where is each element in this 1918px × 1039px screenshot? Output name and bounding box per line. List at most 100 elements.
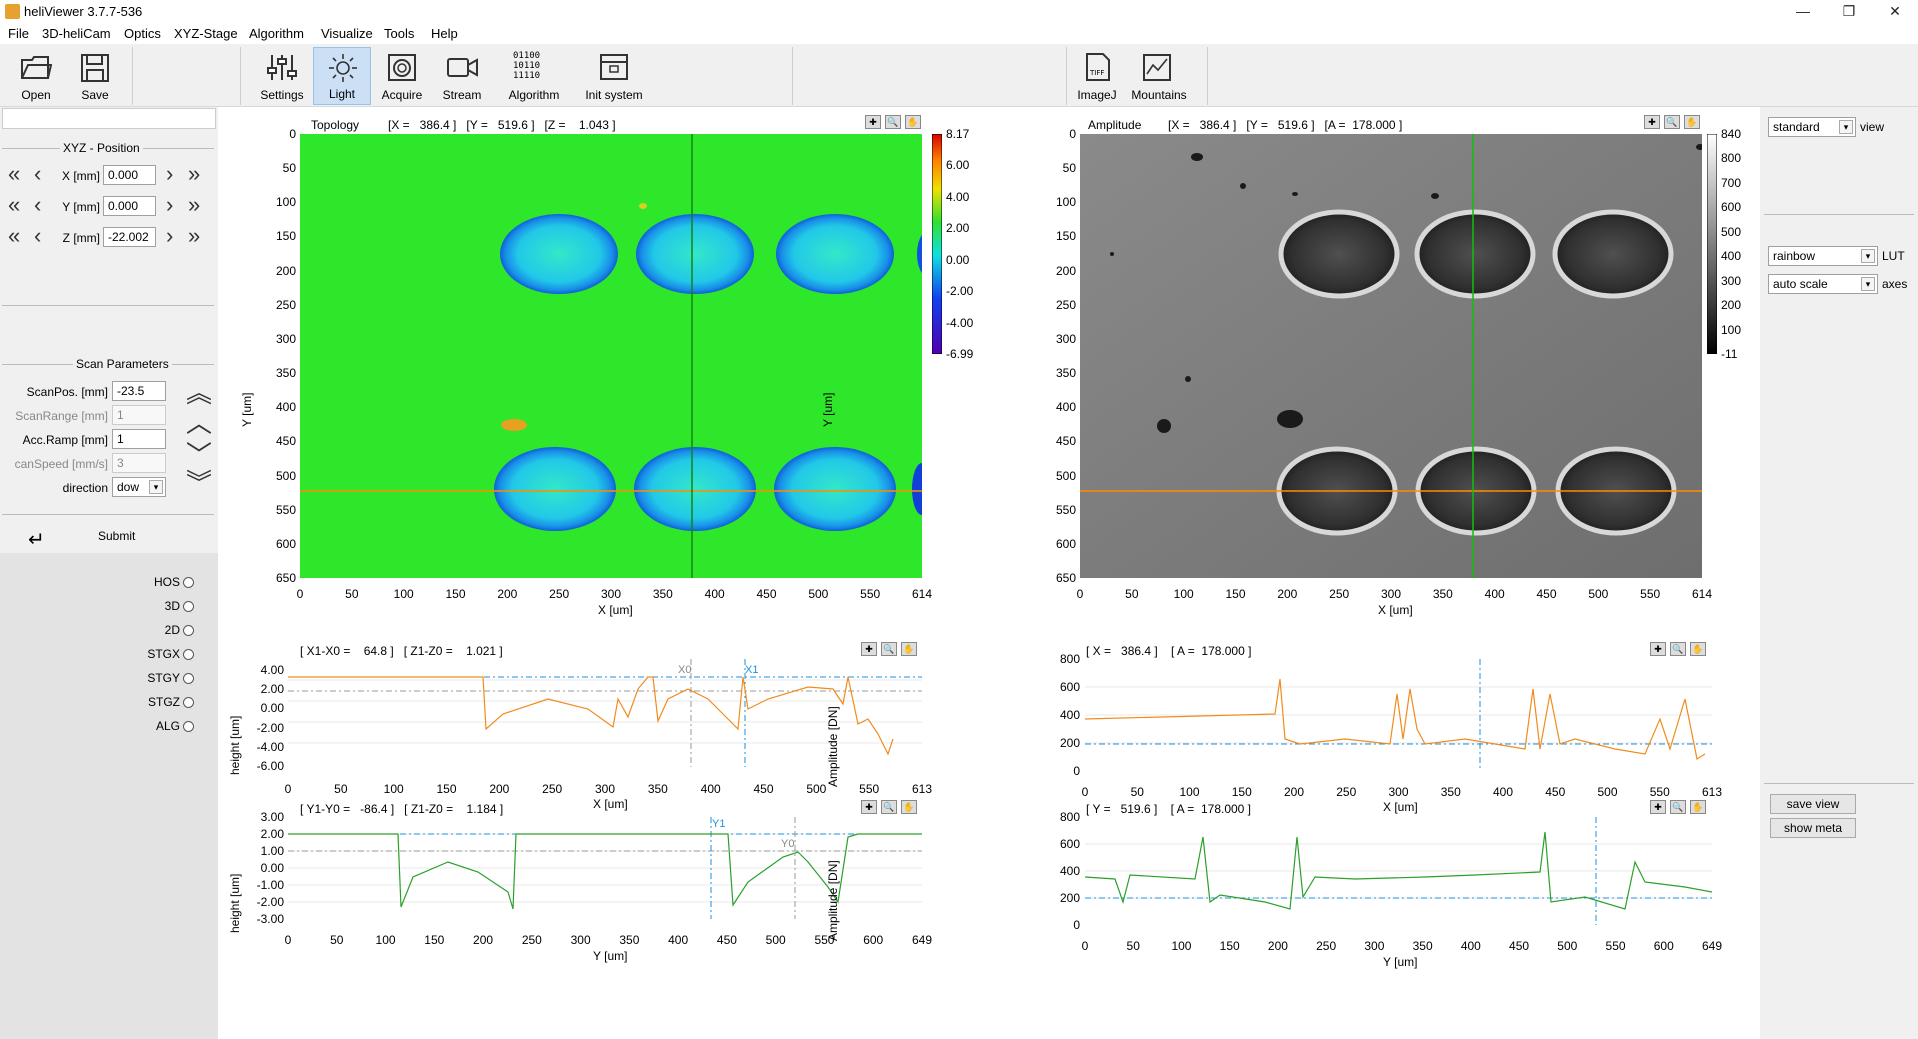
y-tick-label: -6.00 [256, 759, 284, 773]
accramp-input[interactable]: 1 [112, 429, 166, 449]
colorbar-label: 700 [1721, 175, 1742, 190]
zoom-tool-icon[interactable]: 🔍 [1670, 642, 1686, 656]
menu-file[interactable]: File [8, 26, 29, 41]
mode-stgz[interactable]: STGZ [120, 695, 194, 709]
topology-map[interactable] [300, 134, 922, 578]
scan-fast-up[interactable]: ︽ [186, 378, 213, 408]
zoom-tool-icon[interactable]: 🔍 [885, 115, 901, 129]
x-tick-label: 150 [424, 933, 445, 947]
menu-algorithm[interactable]: Algorithm [249, 26, 304, 41]
cursor-tool-icon[interactable]: ✚ [1650, 642, 1666, 656]
cursor-tool-icon[interactable]: ✚ [861, 800, 877, 814]
restore-button[interactable]: ❐ [1842, 3, 1856, 19]
lut-select[interactable]: rainbow ▾ [1768, 246, 1878, 266]
profile-y-chart[interactable]: Y1 Y0 [288, 817, 922, 919]
mode-3d[interactable]: 3D [120, 599, 194, 613]
cursor-tool-icon[interactable]: ✚ [861, 642, 877, 656]
y-tick-label: 650 [275, 571, 296, 585]
direction-select[interactable]: dow ▾ [112, 477, 166, 497]
pan-tool-icon[interactable]: ✋ [1684, 115, 1700, 129]
y-tick-label: 1.00 [260, 844, 284, 858]
axes-select[interactable]: auto scale ▾ [1768, 274, 1878, 294]
mode-alg[interactable]: ALG [120, 719, 194, 733]
open-button[interactable]: Open [7, 47, 65, 105]
minimize-button[interactable]: — [1796, 3, 1810, 19]
sliders-icon [267, 55, 297, 80]
x-tick-label: 0 [284, 782, 292, 796]
y-step-right[interactable]: › [166, 192, 174, 217]
pan-tool-icon[interactable]: ✋ [1690, 642, 1706, 656]
z-fast-left[interactable]: « [8, 223, 21, 248]
menu-tools[interactable]: Tools [384, 26, 415, 41]
scan-step-up[interactable]: ︿ [186, 408, 213, 438]
pan-tool-icon[interactable]: ✋ [1690, 800, 1706, 814]
amp-x-chart[interactable] [1085, 659, 1712, 771]
mode-2d[interactable]: 2D [120, 623, 194, 637]
y-tick-label: 300 [1055, 331, 1076, 346]
y-position-input[interactable]: 0.000 [103, 196, 156, 216]
cursor-tool-icon[interactable]: ✚ [1644, 115, 1660, 129]
menu-visualize[interactable]: Visualize [321, 26, 373, 41]
mode-stgy[interactable]: STGY [120, 671, 194, 685]
save-view-button[interactable]: save view [1770, 794, 1856, 814]
close-button[interactable]: ✕ [1889, 3, 1901, 19]
profile-x-chart[interactable]: X0 X1 [288, 659, 922, 767]
zoom-tool-icon[interactable]: 🔍 [881, 642, 897, 656]
z-step-left[interactable]: ‹ [34, 223, 42, 248]
x-fast-right[interactable]: » [188, 161, 201, 186]
pan-tool-icon[interactable]: ✋ [901, 642, 917, 656]
scanpos-input[interactable]: -23.5 [112, 381, 166, 401]
light-button[interactable]: Light [313, 47, 371, 105]
x-step-right[interactable]: › [166, 161, 174, 186]
z-step-right[interactable]: › [166, 223, 174, 248]
pan-tool-icon[interactable]: ✋ [901, 800, 917, 814]
z-position-input[interactable]: -22.002 [103, 227, 156, 247]
stream-button[interactable]: Stream [433, 47, 491, 105]
amplitude-image[interactable] [1080, 134, 1702, 578]
y-step-left[interactable]: ‹ [34, 192, 42, 217]
amp-y-chart[interactable] [1085, 817, 1712, 925]
save-button[interactable]: Save [66, 47, 124, 105]
y-tick-label: 300 [275, 331, 296, 346]
algorithm-button[interactable]: 01100 10110 11110 Algorithm [508, 51, 560, 102]
cursor-tool-icon[interactable]: ✚ [1650, 800, 1666, 814]
y-axis-label: Amplitude [DN] [826, 860, 840, 941]
acquire-button[interactable]: Acquire [373, 47, 431, 105]
zoom-tool-icon[interactable]: 🔍 [1670, 800, 1686, 814]
x-tick-label: 100 [375, 933, 396, 947]
app-icon [5, 4, 20, 19]
init-system-button[interactable]: Init system [581, 47, 647, 105]
main-area: Topology [X = 386.4 ] [Y = 519.6 ] [Z = … [218, 107, 1760, 1039]
scan-step-down[interactable]: ﹀ [186, 440, 213, 470]
pan-tool-icon[interactable]: ✋ [905, 115, 921, 129]
imagej-button[interactable]: TIFF ImageJ [1068, 47, 1126, 105]
y-fast-left[interactable]: « [8, 192, 21, 217]
cursor-tool-icon[interactable]: ✚ [865, 115, 881, 129]
settings-button[interactable]: Settings [253, 47, 311, 105]
x-position-input[interactable]: 0.000 [103, 165, 156, 185]
colorbar-label: 840 [1721, 127, 1742, 141]
x-tick-label: 0 [1081, 939, 1089, 953]
view-select[interactable]: standard ▾ [1768, 117, 1856, 137]
menu-help[interactable]: Help [431, 26, 458, 41]
x-tick-label: 250 [1316, 939, 1337, 953]
mode-hos[interactable]: HOS [120, 575, 194, 589]
lut-label: LUT [1882, 249, 1905, 263]
x-tick-label: 50 [1126, 939, 1140, 953]
mode-stgx[interactable]: STGX [120, 647, 194, 661]
submit-button[interactable]: Submit [98, 529, 136, 543]
colorbar-label: 6.00 [946, 158, 970, 173]
y-tick-label: 0 [289, 127, 296, 141]
x-step-left[interactable]: ‹ [34, 161, 42, 186]
show-meta-button[interactable]: show meta [1770, 818, 1856, 838]
y-fast-right[interactable]: » [188, 192, 201, 217]
z-fast-right[interactable]: » [188, 223, 201, 248]
x-fast-left[interactable]: « [8, 161, 21, 186]
zoom-tool-icon[interactable]: 🔍 [1664, 115, 1680, 129]
menu-optics[interactable]: Optics [124, 26, 161, 41]
zoom-tool-icon[interactable]: 🔍 [881, 800, 897, 814]
scan-fast-down[interactable]: ︾ [186, 468, 213, 498]
menu-3d-helicam[interactable]: 3D-heliCam [42, 26, 111, 41]
menu-xyz-stage[interactable]: XYZ-Stage [174, 26, 238, 41]
mountains-button[interactable]: Mountains [1128, 47, 1190, 105]
